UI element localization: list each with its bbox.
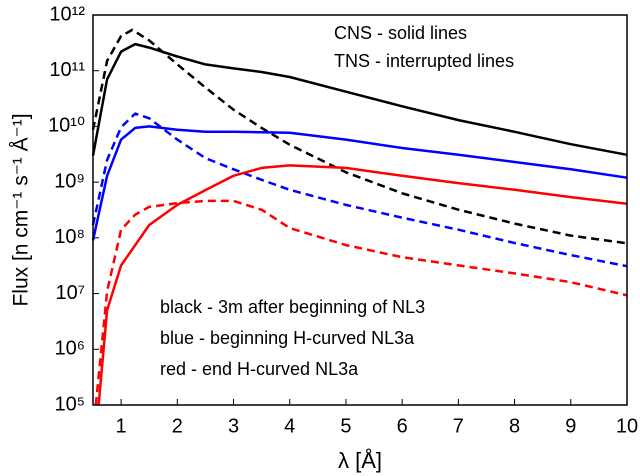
series-line (94, 199, 628, 406)
x-tick-label: 8 (509, 415, 520, 437)
series-line (91, 42, 628, 157)
y-axis-label: Flux [n cm⁻¹ s⁻¹ Å⁻¹] (10, 113, 33, 306)
x-tick-label: 2 (172, 415, 183, 437)
annotation: red - end H-curved NL3a (160, 359, 359, 379)
y-tick-label: 10⁶ (55, 338, 85, 360)
x-tick-label: 9 (565, 415, 576, 437)
series-line (91, 28, 628, 245)
x-tick-label: 6 (397, 415, 408, 437)
x-tick-label: 7 (453, 415, 464, 437)
y-tick-label: 10⁸ (54, 226, 85, 248)
x-tick-label: 5 (340, 415, 351, 437)
x-tick-label: 3 (228, 415, 239, 437)
y-tick-label: 10¹⁰ (48, 115, 85, 137)
y-tick-label: 10¹¹ (49, 59, 85, 81)
x-tick-label: 10 (616, 415, 638, 437)
annotation: black - 3m after beginning of NL3 (160, 297, 425, 317)
x-axis-label: λ [Å] (338, 448, 382, 473)
series-line (97, 164, 628, 406)
series-line (91, 125, 628, 241)
annotation: blue - beginning H-curved NL3a (160, 328, 415, 348)
y-tick-label: 10⁷ (56, 282, 85, 304)
x-tick-label: 4 (284, 415, 295, 437)
y-tick-label: 10¹² (49, 3, 85, 25)
y-tick-label: 10⁹ (54, 170, 85, 192)
annotation: CNS - solid lines (334, 23, 467, 43)
x-tick-label: 1 (116, 415, 127, 437)
annotation: TNS - interrupted lines (334, 51, 514, 71)
y-tick-label: 10⁵ (54, 393, 85, 415)
plot-frame (92, 14, 628, 406)
series-line (91, 112, 628, 268)
